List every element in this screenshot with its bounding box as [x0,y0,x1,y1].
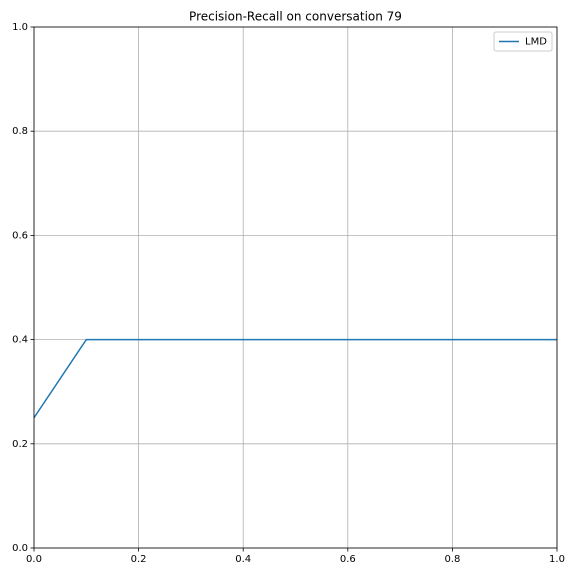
x-tick-label: 0.4 [235,554,251,565]
x-tick-label: 0.8 [444,554,460,565]
legend: LMD [493,31,553,52]
x-tick-label: 0.2 [131,554,147,565]
y-tick-label: 1.0 [12,22,28,33]
legend-label: LMD [525,37,547,48]
y-tick-label: 0.0 [12,543,28,554]
legend-box [493,31,553,52]
plot-frame [33,26,558,549]
x-tick-label: 0.0 [26,554,42,565]
y-tick-label: 0.2 [12,439,28,450]
x-tick-label: 0.6 [340,554,356,565]
y-tick-label: 0.6 [12,230,28,241]
y-tick-label: 0.8 [12,126,28,137]
y-tick-label: 0.4 [12,335,28,346]
x-tick-label: 1.0 [549,554,565,565]
line-series [33,338,557,419]
chart-title: Precision-Recall on conversation 79 [189,10,402,24]
